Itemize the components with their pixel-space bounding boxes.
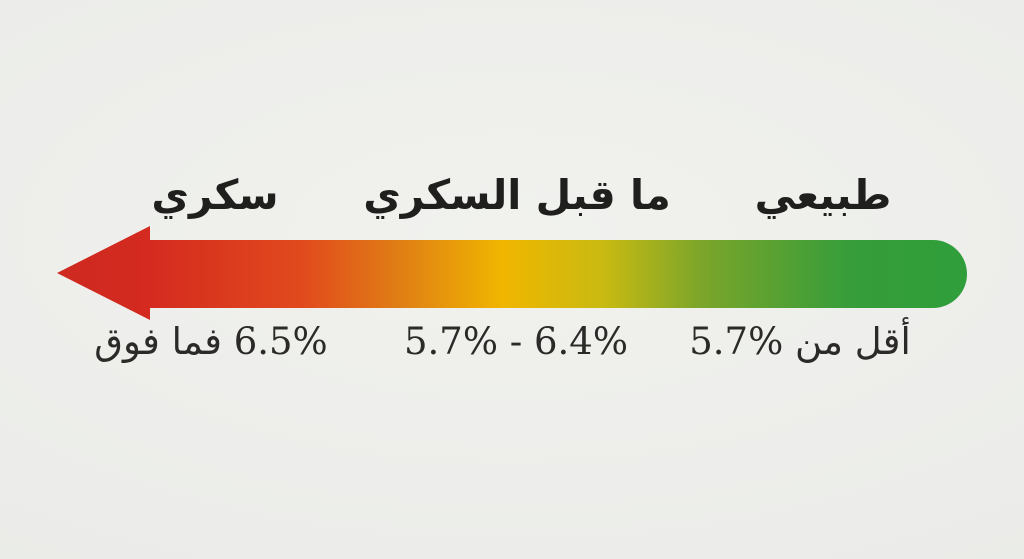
gradient-scale-arrow bbox=[57, 222, 967, 322]
gradient-arrow-svg bbox=[57, 226, 967, 320]
category-label-normal: طبيعي bbox=[754, 171, 892, 219]
category-label-diabetes: سكري bbox=[151, 171, 279, 219]
range-label-prediabetes: 5.7% - 6.4% bbox=[403, 320, 629, 363]
range-label-normal: أقل من %5.7 bbox=[689, 320, 911, 363]
range-label-diabetes: 6.5% فما فوق bbox=[94, 320, 328, 363]
arrow-head-icon bbox=[57, 226, 150, 320]
arrow-body bbox=[137, 240, 967, 308]
category-label-prediabetes: ما قبل السكري bbox=[363, 171, 671, 219]
